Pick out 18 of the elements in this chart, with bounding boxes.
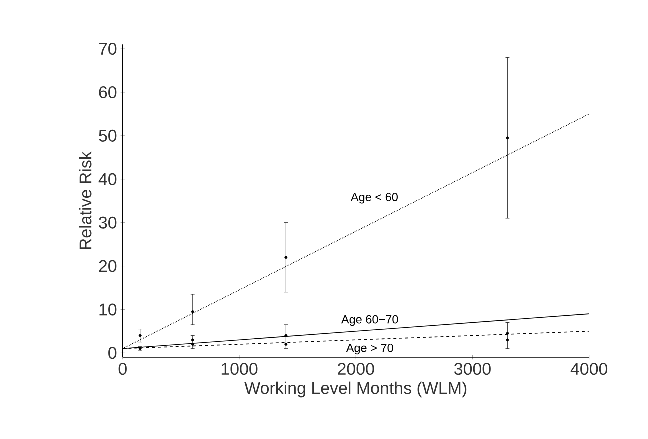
- x-axis-title: Working Level Months (WLM): [244, 382, 467, 398]
- x-tick-label: 3000: [454, 363, 491, 376]
- y-tick-label: 10: [100, 304, 117, 316]
- x-tick-label: 4000: [570, 363, 608, 376]
- series-label: Age > 70: [346, 344, 394, 355]
- y-tick-label: 70: [99, 43, 117, 56]
- x-tick-label: 0: [118, 363, 127, 376]
- y-tick-label: 20: [99, 260, 117, 273]
- y-tick-label: 30: [99, 217, 117, 230]
- y-tick-label: 0: [108, 347, 117, 360]
- series-label: Age 60−70: [341, 316, 398, 326]
- y-tick-label: 60: [99, 86, 117, 99]
- y-tick-label: 40: [98, 174, 117, 186]
- x-tick-label: 2000: [338, 363, 374, 376]
- x-tick-label: 1000: [222, 363, 258, 376]
- y-tick-label: 50: [99, 130, 117, 142]
- series-label: Age < 60: [350, 193, 398, 204]
- y-axis-title: Relative Risk: [79, 152, 92, 250]
